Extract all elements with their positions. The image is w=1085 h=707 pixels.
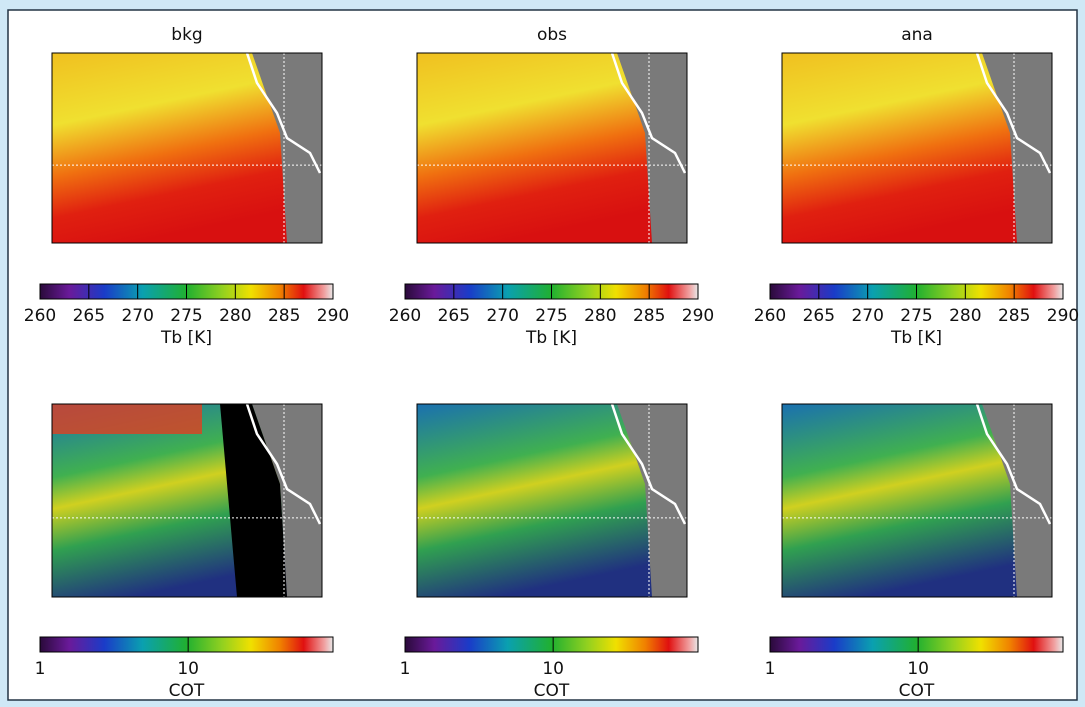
map-frame: [51, 403, 323, 598]
coastline: [975, 403, 1052, 525]
coastline: [610, 52, 687, 174]
colorbar-tick-label: 265: [803, 306, 835, 326]
colorbar-tick-label: 280: [219, 306, 251, 326]
colorbar-tick-label: 290: [1047, 306, 1079, 326]
colorbar-tick-label: 10: [907, 659, 929, 679]
colorbar-tick-label: 285: [998, 306, 1030, 326]
coastline: [610, 403, 687, 525]
colorbar-tick-label: 270: [486, 306, 518, 326]
panel-title: bkg: [171, 25, 202, 45]
dark-strip: [220, 404, 287, 597]
map-frame: [416, 52, 688, 244]
colorbar-tick-label: 270: [851, 306, 883, 326]
map-frame: [781, 52, 1053, 244]
colorbar-tick-label: 285: [268, 306, 300, 326]
colorbar-tick-label: 260: [24, 306, 56, 326]
colorbar-tick-label: 290: [682, 306, 714, 326]
map-top-band: [52, 404, 202, 434]
colorbar-tick-label: 275: [535, 306, 567, 326]
panel-title: ana: [901, 25, 933, 45]
colorbar-label: Tb [K]: [525, 328, 577, 348]
colorbar-label: COT: [534, 681, 570, 701]
colorbar: [404, 636, 699, 653]
colorbar-tick-label: 265: [438, 306, 470, 326]
panel-title: obs: [537, 25, 567, 45]
colorbar-tick-label: 280: [584, 306, 616, 326]
colorbar-label: COT: [899, 681, 935, 701]
colorbar-tick-label: 1: [35, 659, 46, 679]
colorbar-tick-label: 290: [317, 306, 349, 326]
colorbar-tick-label: 265: [73, 306, 105, 326]
map-frame: [781, 403, 1053, 598]
colorbar-tick-label: 1: [400, 659, 411, 679]
colorbar-label: Tb [K]: [160, 328, 212, 348]
coastline: [245, 403, 322, 525]
colorbar-label: COT: [169, 681, 205, 701]
colorbar-tick-label: 10: [542, 659, 564, 679]
colorbar-tick-label: 10: [177, 659, 199, 679]
colorbar-tick-label: 285: [633, 306, 665, 326]
map-frame: [416, 403, 688, 598]
colorbar-tick-label: 280: [949, 306, 981, 326]
colorbar-label: Tb [K]: [890, 328, 942, 348]
colorbar: [39, 636, 334, 653]
colorbar-tick-label: 260: [754, 306, 786, 326]
map-frame: [51, 52, 323, 244]
colorbar-tick-label: 275: [170, 306, 202, 326]
colorbar: [769, 636, 1064, 653]
coastline: [975, 52, 1052, 174]
colorbar-tick-label: 260: [389, 306, 421, 326]
colorbar-tick-label: 270: [121, 306, 153, 326]
colorbar-tick-label: 275: [900, 306, 932, 326]
coastline: [245, 52, 322, 174]
colorbar-tick-label: 1: [765, 659, 776, 679]
